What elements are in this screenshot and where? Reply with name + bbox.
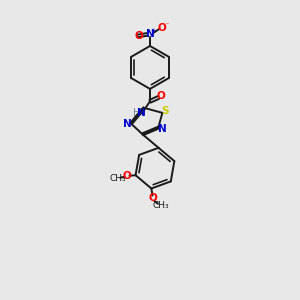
- Text: O: O: [156, 91, 165, 101]
- Text: N: N: [158, 124, 166, 134]
- Text: N: N: [146, 29, 154, 39]
- Text: CH₃: CH₃: [109, 174, 126, 183]
- Text: N: N: [137, 108, 146, 118]
- Text: CH₃: CH₃: [152, 201, 169, 210]
- Text: ⁻: ⁻: [164, 20, 168, 29]
- Text: O: O: [135, 31, 144, 41]
- Text: O: O: [157, 23, 166, 33]
- Text: O: O: [148, 194, 158, 203]
- Text: +: +: [151, 28, 157, 34]
- Text: N: N: [123, 118, 132, 129]
- Text: O: O: [122, 171, 131, 181]
- Text: H: H: [133, 108, 140, 118]
- Text: S: S: [162, 106, 169, 116]
